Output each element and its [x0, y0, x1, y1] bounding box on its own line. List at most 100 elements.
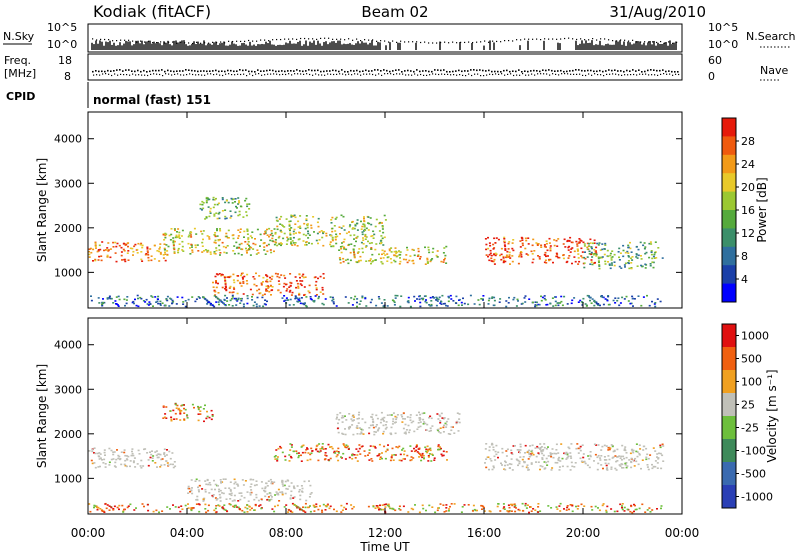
echo-cell [308, 242, 310, 244]
echo-cell [564, 452, 567, 455]
echo-cell [535, 455, 538, 458]
echo-cell [431, 506, 434, 508]
echo-cell [202, 296, 205, 299]
echo-cell [590, 505, 593, 508]
echo-cell [101, 510, 104, 512]
echo-cell [124, 454, 127, 457]
echo-cell [524, 452, 526, 454]
echo-cell [225, 232, 228, 235]
nave-dot [462, 74, 464, 76]
echo-cell [262, 276, 265, 279]
echo-cell [197, 296, 200, 298]
echo-cell [389, 459, 392, 462]
echo-cell [527, 237, 530, 239]
freq-dot [590, 69, 592, 72]
echo-cell [497, 451, 500, 454]
echo-cell [566, 453, 569, 456]
echo-cell [392, 300, 395, 302]
echo-cell [218, 488, 221, 491]
echo-cell [394, 247, 397, 249]
freq-dot [233, 70, 235, 73]
nave-dot [558, 74, 560, 76]
nave-dot [528, 74, 530, 76]
echo-cell [502, 255, 505, 258]
echo-cell [438, 446, 441, 448]
nave-dot [258, 73, 260, 75]
echo-cell [281, 491, 284, 493]
echo-cell [278, 218, 281, 220]
echo-cell [606, 505, 609, 508]
echo-cell [324, 454, 327, 456]
nave-dot [153, 73, 155, 75]
echo-cell [341, 432, 344, 435]
nsearch-dot [136, 41, 138, 43]
nave-dot [363, 73, 365, 75]
echo-cell [517, 300, 519, 302]
echo-cell [334, 230, 337, 232]
echo-cell [511, 453, 514, 455]
echo-cell [213, 203, 216, 206]
echo-cell [594, 252, 597, 255]
echo-cell [246, 504, 249, 506]
y-tick-label: 3000 [54, 383, 82, 396]
echo-cell [292, 230, 295, 233]
nsearch-dot [204, 42, 206, 44]
echo-cell [625, 452, 628, 454]
echo-cell [581, 444, 584, 446]
echo-cell [361, 418, 364, 420]
echo-cell [261, 296, 264, 299]
echo-cell [88, 503, 91, 505]
echo-cell [214, 242, 217, 244]
freq-dot [422, 70, 424, 72]
echo-cell [452, 426, 454, 428]
echo-cell [382, 252, 385, 255]
echo-cell [344, 446, 347, 449]
echo-cell [548, 237, 551, 240]
echo-cell [210, 409, 213, 412]
echo-cell [356, 418, 359, 420]
echo-cell [557, 304, 560, 307]
echo-cell [170, 228, 173, 230]
echo-cell [590, 259, 593, 261]
echo-cell [288, 460, 291, 462]
echo-cell [219, 500, 222, 502]
echo-cell [284, 283, 287, 286]
echo-cell [521, 244, 524, 247]
echo-cell [336, 427, 339, 430]
echo-cell [613, 261, 616, 263]
echo-cell [269, 280, 272, 283]
echo-cell [554, 461, 557, 464]
echo-cell [233, 281, 236, 284]
nsearch-dot [148, 40, 150, 42]
nave-dot [498, 73, 500, 75]
nave-dot [240, 73, 242, 76]
echo-cell [344, 458, 347, 460]
echo-cell [567, 455, 570, 458]
echo-cell [306, 459, 309, 462]
echo-cell [289, 238, 292, 240]
echo-cell [373, 233, 376, 236]
freq-dot [497, 70, 499, 73]
echo-cell [353, 454, 356, 456]
colorbar-segment [722, 246, 736, 266]
echo-cell [88, 248, 91, 250]
echo-cell [594, 301, 597, 303]
echo-cell [172, 241, 175, 243]
echo-cell [370, 298, 373, 301]
echo-cell [124, 464, 127, 467]
echo-cell [382, 508, 385, 511]
echo-cell [634, 457, 637, 460]
nsearch-dot [672, 42, 674, 44]
echo-cell [612, 299, 615, 302]
echo-cell [292, 304, 295, 306]
echo-cell [378, 453, 381, 455]
echo-cell [298, 292, 301, 295]
echo-cell [260, 507, 263, 510]
echo-cell [247, 237, 250, 239]
colorbar-tick-label: 1000 [741, 330, 769, 343]
y-tick-label: 2000 [54, 222, 82, 235]
echo-cell [373, 433, 376, 436]
echo-cell [573, 297, 576, 299]
echo-cell [521, 458, 524, 461]
echo-cell [530, 450, 533, 453]
